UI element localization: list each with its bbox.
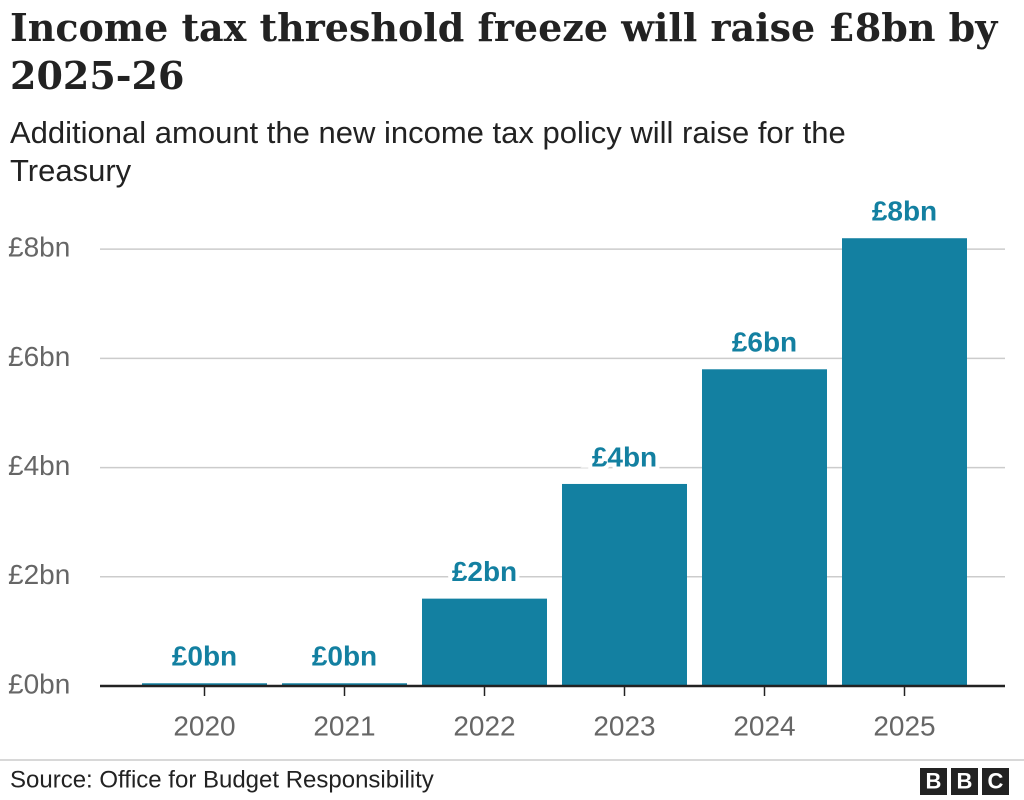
logo-letter: C (988, 768, 1004, 793)
x-tick-label: 2025 (873, 710, 935, 741)
chart-title: Income tax threshold freeze will raise £… (10, 5, 998, 98)
logo-box (951, 768, 978, 795)
value-label: £0bn (312, 641, 377, 672)
logo-box (982, 768, 1009, 795)
x-tick-label: 2020 (173, 710, 235, 741)
x-tick-label: 2024 (733, 710, 795, 741)
bar (842, 238, 967, 686)
value-label: £0bn (172, 641, 237, 672)
chart-subtitle: Additional amount the new income tax pol… (10, 115, 846, 188)
y-tick-label: £0bn (8, 668, 70, 699)
y-tick-label: £8bn (8, 232, 70, 263)
bar (702, 369, 827, 686)
x-tick-label: 2022 (453, 710, 515, 741)
value-label: £4bn (592, 441, 657, 472)
x-tick-label: 2023 (593, 710, 655, 741)
source: Source: Office for Budget Responsibility (10, 766, 434, 793)
bar (142, 683, 267, 686)
y-tick-label: £2bn (8, 559, 70, 590)
bar (282, 683, 407, 686)
value-label: £2bn (452, 556, 517, 587)
bar (422, 598, 547, 686)
x-tick-label: 2021 (313, 710, 375, 741)
logo-letter: B (957, 768, 973, 793)
logo-box (920, 768, 947, 795)
y-tick-label: £4bn (8, 450, 70, 481)
value-label: £8bn (872, 196, 937, 227)
value-label: £6bn (732, 327, 797, 358)
logo-letter: B (926, 768, 942, 793)
bar (562, 483, 687, 686)
y-tick-label: £6bn (8, 341, 70, 372)
